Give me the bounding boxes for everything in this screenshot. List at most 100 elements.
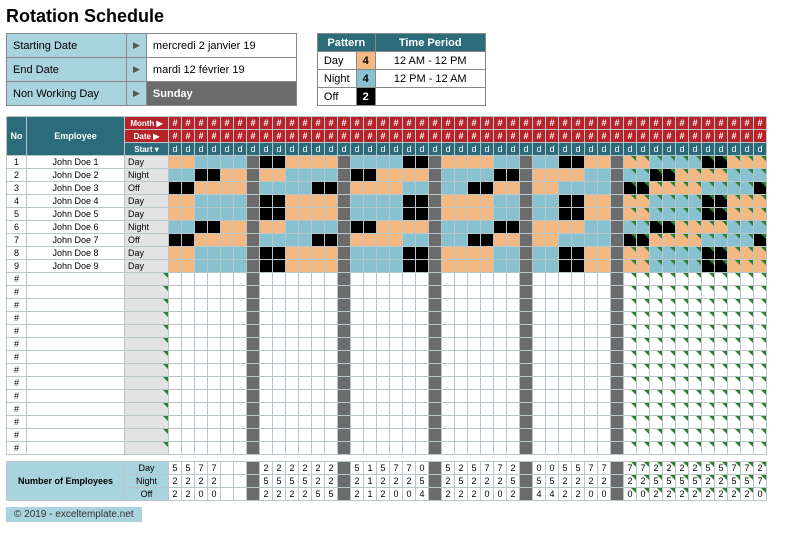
schedule-cell[interactable] — [585, 429, 598, 442]
schedule-cell[interactable] — [169, 260, 182, 273]
schedule-cell[interactable] — [416, 260, 429, 273]
schedule-cell[interactable] — [481, 234, 494, 247]
schedule-cell[interactable] — [390, 169, 403, 182]
schedule-cell[interactable] — [546, 208, 559, 221]
schedule-cell[interactable] — [728, 247, 741, 260]
schedule-cell[interactable] — [520, 442, 533, 455]
schedule-cell[interactable] — [637, 273, 650, 286]
schedule-cell[interactable] — [260, 221, 273, 234]
schedule-cell[interactable] — [377, 299, 390, 312]
schedule-cell[interactable] — [390, 312, 403, 325]
schedule-cell[interactable] — [728, 312, 741, 325]
schedule-cell[interactable] — [338, 195, 351, 208]
schedule-cell[interactable] — [494, 169, 507, 182]
schedule-cell[interactable] — [169, 390, 182, 403]
schedule-cell[interactable] — [234, 442, 247, 455]
schedule-cell[interactable] — [507, 429, 520, 442]
schedule-cell[interactable] — [481, 208, 494, 221]
schedule-cell[interactable] — [312, 195, 325, 208]
schedule-cell[interactable] — [676, 442, 689, 455]
schedule-cell[interactable] — [195, 325, 208, 338]
schedule-cell[interactable] — [208, 182, 221, 195]
schedule-cell[interactable] — [351, 325, 364, 338]
schedule-cell[interactable] — [221, 403, 234, 416]
schedule-cell[interactable] — [299, 377, 312, 390]
schedule-cell[interactable] — [286, 247, 299, 260]
schedule-cell[interactable] — [325, 195, 338, 208]
schedule-cell[interactable] — [338, 351, 351, 364]
schedule-cell[interactable] — [715, 182, 728, 195]
schedule-cell[interactable] — [546, 325, 559, 338]
schedule-cell[interactable] — [507, 442, 520, 455]
schedule-cell[interactable] — [598, 442, 611, 455]
schedule-cell[interactable] — [403, 195, 416, 208]
schedule-cell[interactable] — [624, 273, 637, 286]
schedule-cell[interactable] — [234, 208, 247, 221]
schedule-cell[interactable] — [754, 169, 767, 182]
schedule-cell[interactable] — [702, 351, 715, 364]
schedule-cell[interactable] — [546, 234, 559, 247]
schedule-cell[interactable] — [598, 403, 611, 416]
schedule-cell[interactable] — [715, 416, 728, 429]
schedule-cell[interactable] — [182, 182, 195, 195]
schedule-cell[interactable] — [455, 403, 468, 416]
schedule-cell[interactable] — [663, 208, 676, 221]
schedule-cell[interactable] — [481, 195, 494, 208]
schedule-cell[interactable] — [663, 273, 676, 286]
schedule-cell[interactable] — [299, 403, 312, 416]
schedule-cell[interactable] — [598, 234, 611, 247]
schedule-cell[interactable] — [507, 221, 520, 234]
schedule-cell[interactable] — [403, 364, 416, 377]
schedule-cell[interactable] — [416, 429, 429, 442]
schedule-cell[interactable] — [585, 364, 598, 377]
employee-name[interactable] — [27, 351, 125, 364]
schedule-cell[interactable] — [741, 247, 754, 260]
schedule-cell[interactable] — [455, 247, 468, 260]
schedule-cell[interactable] — [325, 429, 338, 442]
schedule-cell[interactable] — [312, 377, 325, 390]
schedule-cell[interactable] — [351, 377, 364, 390]
schedule-cell[interactable] — [351, 390, 364, 403]
schedule-cell[interactable] — [234, 312, 247, 325]
schedule-cell[interactable] — [507, 403, 520, 416]
schedule-cell[interactable] — [533, 338, 546, 351]
schedule-cell[interactable] — [234, 273, 247, 286]
schedule-cell[interactable] — [468, 299, 481, 312]
schedule-cell[interactable] — [507, 208, 520, 221]
schedule-cell[interactable] — [351, 221, 364, 234]
employee-name[interactable] — [27, 338, 125, 351]
schedule-cell[interactable] — [611, 338, 624, 351]
employee-start[interactable]: Night — [125, 169, 169, 182]
schedule-cell[interactable] — [442, 273, 455, 286]
schedule-cell[interactable] — [455, 221, 468, 234]
schedule-cell[interactable] — [650, 182, 663, 195]
schedule-cell[interactable] — [325, 338, 338, 351]
schedule-cell[interactable] — [364, 234, 377, 247]
schedule-cell[interactable] — [364, 182, 377, 195]
schedule-cell[interactable] — [741, 403, 754, 416]
schedule-cell[interactable] — [455, 325, 468, 338]
schedule-cell[interactable] — [559, 338, 572, 351]
schedule-cell[interactable] — [364, 442, 377, 455]
schedule-cell[interactable] — [585, 299, 598, 312]
schedule-cell[interactable] — [533, 247, 546, 260]
schedule-cell[interactable] — [650, 390, 663, 403]
schedule-cell[interactable] — [273, 299, 286, 312]
schedule-cell[interactable] — [624, 403, 637, 416]
schedule-cell[interactable] — [728, 351, 741, 364]
schedule-cell[interactable] — [585, 442, 598, 455]
schedule-cell[interactable] — [598, 169, 611, 182]
schedule-cell[interactable] — [234, 325, 247, 338]
schedule-cell[interactable] — [338, 442, 351, 455]
schedule-cell[interactable] — [728, 221, 741, 234]
schedule-cell[interactable] — [637, 208, 650, 221]
schedule-cell[interactable] — [468, 377, 481, 390]
schedule-cell[interactable] — [585, 247, 598, 260]
schedule-cell[interactable] — [494, 299, 507, 312]
schedule-cell[interactable] — [325, 208, 338, 221]
schedule-cell[interactable] — [676, 429, 689, 442]
schedule-cell[interactable] — [286, 325, 299, 338]
schedule-cell[interactable] — [624, 234, 637, 247]
schedule-cell[interactable] — [663, 182, 676, 195]
schedule-cell[interactable] — [559, 312, 572, 325]
